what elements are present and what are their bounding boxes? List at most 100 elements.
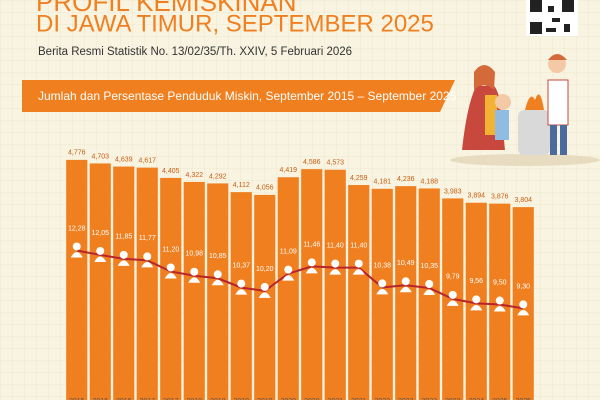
bar-value-label: 4,586 [303, 159, 321, 166]
x-tick-label: 2021 [351, 398, 367, 400]
bar [207, 183, 229, 400]
person-body [493, 306, 506, 312]
person-head [378, 279, 387, 288]
percentage-label: 10,98 [185, 251, 203, 258]
illustration [450, 54, 600, 166]
x-tick-label: 2023 [421, 398, 437, 400]
percentage-label: 10,37 [232, 262, 250, 269]
bar [348, 185, 370, 400]
x-tick-label: 2025 [492, 398, 508, 400]
bar-value-label: 4,181 [373, 179, 391, 186]
bar-value-label: 4,639 [115, 156, 133, 163]
person-body [282, 275, 295, 281]
person-body [94, 256, 107, 262]
percentage-label: 11,46 [303, 241, 320, 248]
percentage-label: 10,20 [256, 266, 274, 273]
person-head [96, 246, 105, 255]
person-marker [517, 300, 530, 316]
x-tick-label: 2017 [139, 398, 155, 400]
x-tick-label: 2024 [468, 398, 484, 400]
bar [160, 177, 182, 400]
percentage-label: 12,05 [91, 230, 109, 237]
banner [22, 80, 455, 112]
person-body [399, 286, 412, 293]
person-marker [376, 279, 389, 295]
percentage-label: 11,77 [139, 235, 156, 242]
person-head [213, 270, 222, 279]
x-tick-label: 2022 [398, 398, 414, 400]
bar-value-label: 4,236 [397, 176, 415, 183]
x-tick-label: 2021 [327, 398, 343, 400]
x-tick-label: 2017 [163, 398, 179, 400]
person-marker [235, 279, 248, 295]
person-marker [352, 259, 365, 275]
bar [395, 186, 417, 400]
bar-value-label: 3,894 [467, 193, 485, 200]
person-head [166, 263, 175, 272]
person-head [495, 296, 504, 305]
person-marker [446, 290, 459, 306]
person-marker [141, 252, 154, 268]
percentage-label: 9,50 [493, 279, 507, 286]
person-body [235, 289, 248, 295]
person-marker [117, 250, 130, 266]
person-head [119, 250, 128, 259]
person-marker [282, 265, 295, 281]
person-body [446, 300, 459, 306]
person-head [72, 242, 81, 251]
person-body [329, 269, 342, 275]
person-head [401, 277, 410, 286]
person-body [164, 272, 177, 279]
bar-value-label: 3,983 [444, 188, 462, 195]
title-line2: DI JAWA TIMUR, SEPTEMBER 2025 [36, 10, 434, 37]
person-body [258, 292, 271, 298]
percentage-label: 9,56 [469, 278, 483, 285]
bar-value-label: 4,703 [91, 153, 109, 160]
person-marker [211, 270, 224, 286]
bar [301, 169, 323, 400]
bar [66, 159, 88, 400]
person-head [331, 259, 340, 268]
subtitle: Berita Resmi Statistik No. 13/02/35/Th. … [38, 46, 352, 58]
person-head [284, 265, 293, 274]
person-marker [305, 258, 318, 274]
x-tick-label: 2023 [445, 398, 461, 400]
bar [113, 166, 135, 400]
person-marker [188, 267, 201, 283]
person-body [423, 289, 436, 295]
percentage-label: 9,30 [516, 283, 530, 290]
person-head [307, 258, 316, 267]
person-body [70, 251, 83, 258]
person-body [188, 277, 201, 283]
person-marker [164, 263, 177, 279]
title-line1: PROFIL KEMISKINAN [36, 0, 297, 17]
person-head [448, 290, 457, 299]
x-tick-label: 2020 [304, 398, 320, 400]
person-body [376, 288, 389, 295]
bar-value-label: 3,876 [491, 193, 509, 200]
person-marker [258, 282, 271, 298]
x-tick-label: 2016 [116, 398, 132, 400]
person-body [211, 279, 224, 286]
person-body [352, 269, 365, 275]
person-body [117, 260, 130, 266]
bar-value-label: 4,259 [350, 175, 368, 182]
person-body [517, 309, 530, 316]
qr-code [526, 0, 578, 36]
bar-value-label: 4,419 [279, 167, 297, 174]
percentage-label: 10,49 [397, 260, 415, 267]
bar [183, 181, 205, 400]
bar-value-label: 4,112 [233, 182, 250, 189]
person-marker [399, 277, 412, 293]
bar [277, 177, 299, 400]
bar [136, 167, 158, 400]
person-marker [70, 242, 83, 258]
x-tick-label: 2016 [92, 398, 108, 400]
x-tick-label: 2022 [374, 398, 390, 400]
percentage-label: 11,85 [115, 234, 132, 241]
percentage-line [76, 249, 524, 310]
percentage-label: 9,79 [446, 274, 460, 281]
bar-value-label: 4,292 [209, 173, 227, 180]
x-tick-label: 2019 [257, 398, 273, 400]
person-body [141, 261, 154, 268]
